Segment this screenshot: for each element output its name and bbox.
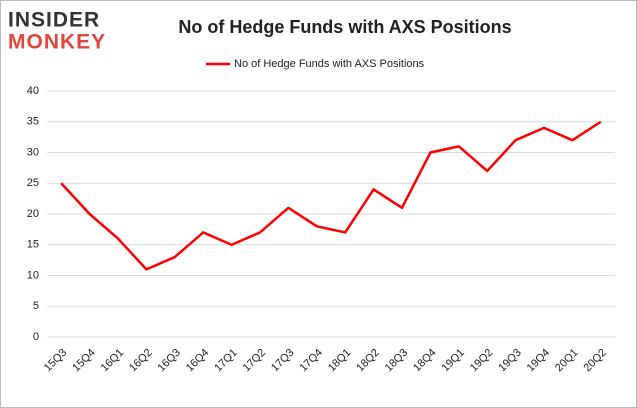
y-tick-label: 25	[27, 177, 39, 189]
logo-bottom: MONKEY	[8, 31, 106, 54]
y-tick-label: 10	[27, 269, 39, 281]
y-tick-label: 30	[27, 146, 39, 158]
y-tick-label: 0	[33, 331, 39, 343]
y-tick-label: 40	[27, 85, 39, 97]
y-tick-label: 15	[27, 239, 39, 251]
chart-title: No of Hedge Funds with AXS Positions	[178, 17, 511, 37]
legend-label: No of Hedge Funds with AXS Positions	[234, 58, 425, 70]
y-tick-label: 20	[27, 208, 39, 220]
y-tick-label: 35	[27, 116, 39, 128]
logo-top: INSIDER	[8, 9, 100, 32]
data-line	[60, 120, 602, 271]
y-tick-label: 5	[33, 300, 39, 312]
